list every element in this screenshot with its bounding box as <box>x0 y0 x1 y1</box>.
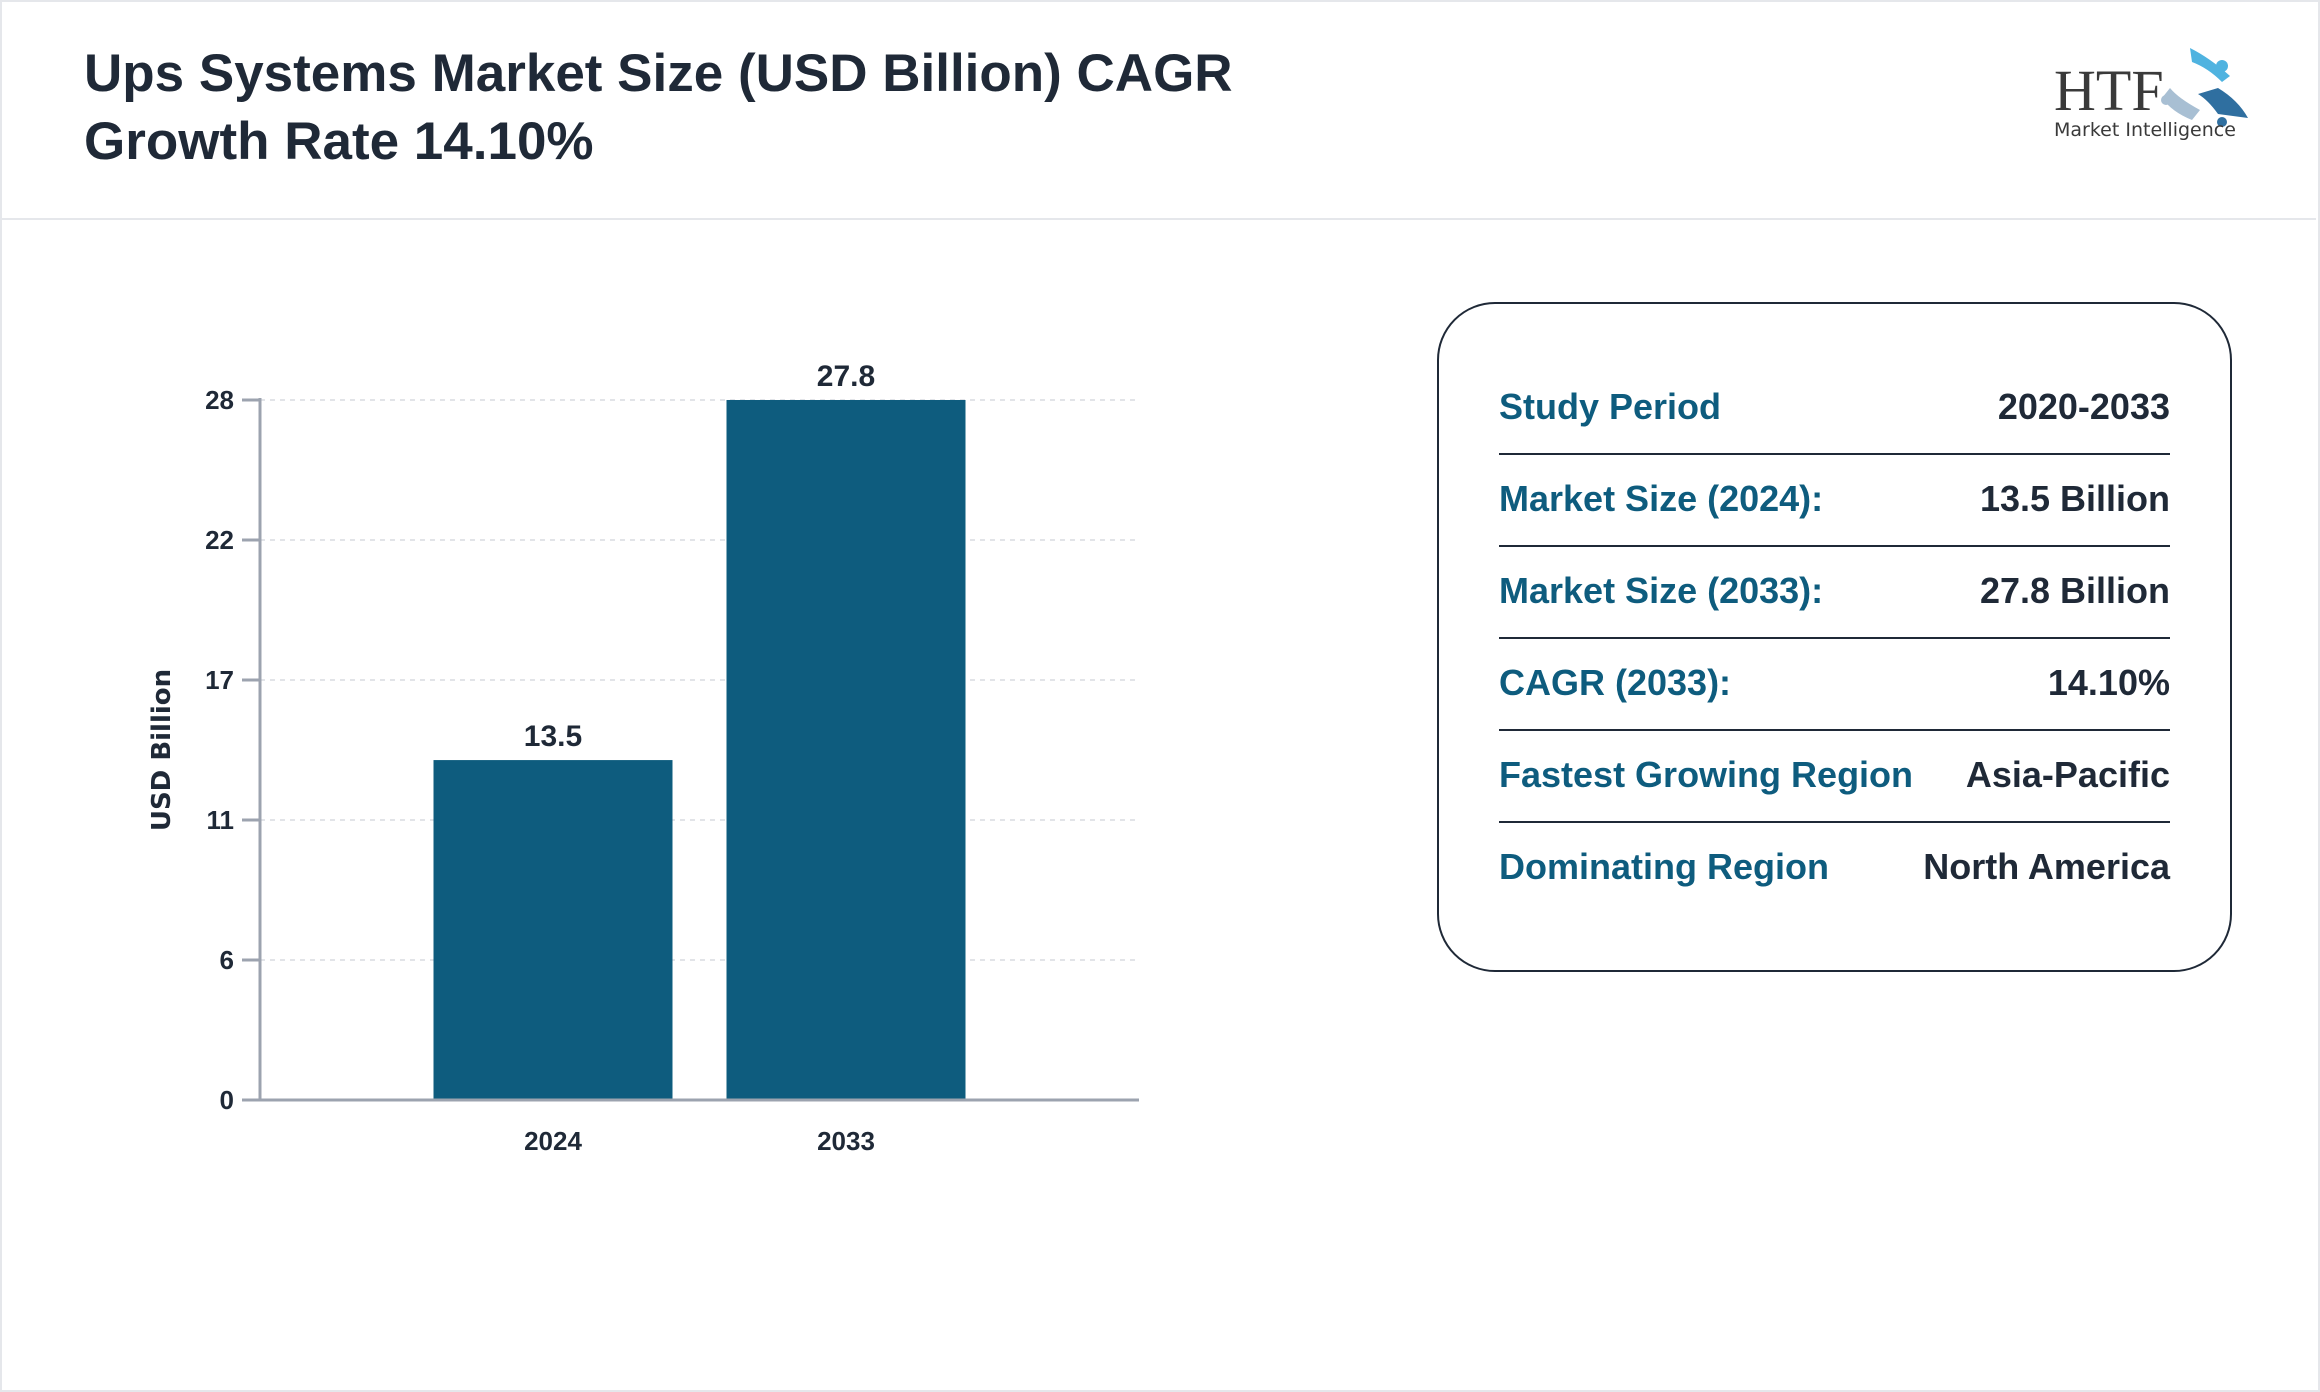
bar-chart: 0 6 11 17 22 28 USD Billion 13.5 2024 27.8 2033 <box>147 360 1139 1156</box>
y-tick-label: 17 <box>205 665 234 695</box>
y-tick-label: 6 <box>220 945 234 975</box>
title-line-2: Growth Rate 14.10% <box>84 112 594 171</box>
summary-label: Study Period <box>1499 386 1722 427</box>
summary-label: Fastest Growing Region <box>1499 754 1914 795</box>
y-tick-label: 22 <box>205 525 234 555</box>
x-tick-label: 2024 <box>524 1126 582 1156</box>
summary-row: Fastest Growing Region Asia-Pacific <box>1499 729 2170 823</box>
summary-value: 14.10% <box>2047 662 2170 703</box>
summary-label: Market Size (2024): <box>1499 478 1824 519</box>
summary-value: 2020-2033 <box>1997 386 2170 427</box>
bar <box>433 760 673 1100</box>
summary-value: 13.5 Billion <box>1979 478 2170 519</box>
bar <box>726 400 966 1100</box>
y-tick-label: 28 <box>205 385 234 415</box>
summary-label: CAGR (2033): <box>1499 662 1732 703</box>
summary-row: Market Size (2024): 13.5 Billion <box>1499 453 2170 547</box>
data-label: 13.5 <box>524 720 582 753</box>
summary-label: Dominating Region <box>1499 846 1829 887</box>
y-tick-label: 11 <box>207 805 235 835</box>
summary-row: CAGR (2033): 14.10% <box>1499 637 2170 731</box>
page-title: Ups Systems Market Size (USD Billion) CA… <box>84 40 1384 176</box>
logo-figure-icon <box>2190 48 2230 82</box>
summary-value: Asia-Pacific <box>1965 754 2170 795</box>
summary-value: North America <box>1923 846 2170 887</box>
htf-logo: HTF Market Intelligence <box>2054 48 2248 141</box>
summary-label: Market Size (2033): <box>1499 570 1824 611</box>
x-tick-label: 2033 <box>817 1126 875 1156</box>
title-line-1: Ups Systems Market Size (USD Billion) CA… <box>84 44 1233 103</box>
summary-row: Study Period 2020-2033 <box>1499 361 2170 455</box>
logo-subtext: Market Intelligence <box>2054 119 2236 141</box>
y-axis-label: USD Billion <box>147 669 177 831</box>
summary-row: Dominating Region North America <box>1499 821 2170 913</box>
summary-value: 27.8 Billion <box>1979 570 2170 611</box>
summary-card: Study Period 2020-2033 Market Size (2024):… <box>1437 302 2232 972</box>
y-tick-label: 0 <box>220 1085 234 1115</box>
summary-row: Market Size (2033): 27.8 Billion <box>1499 545 2170 639</box>
logo-text: HTF <box>2054 58 2164 123</box>
header: Ups Systems Market Size (USD Billion) CA… <box>0 0 2316 220</box>
data-label: 27.8 <box>817 360 875 393</box>
